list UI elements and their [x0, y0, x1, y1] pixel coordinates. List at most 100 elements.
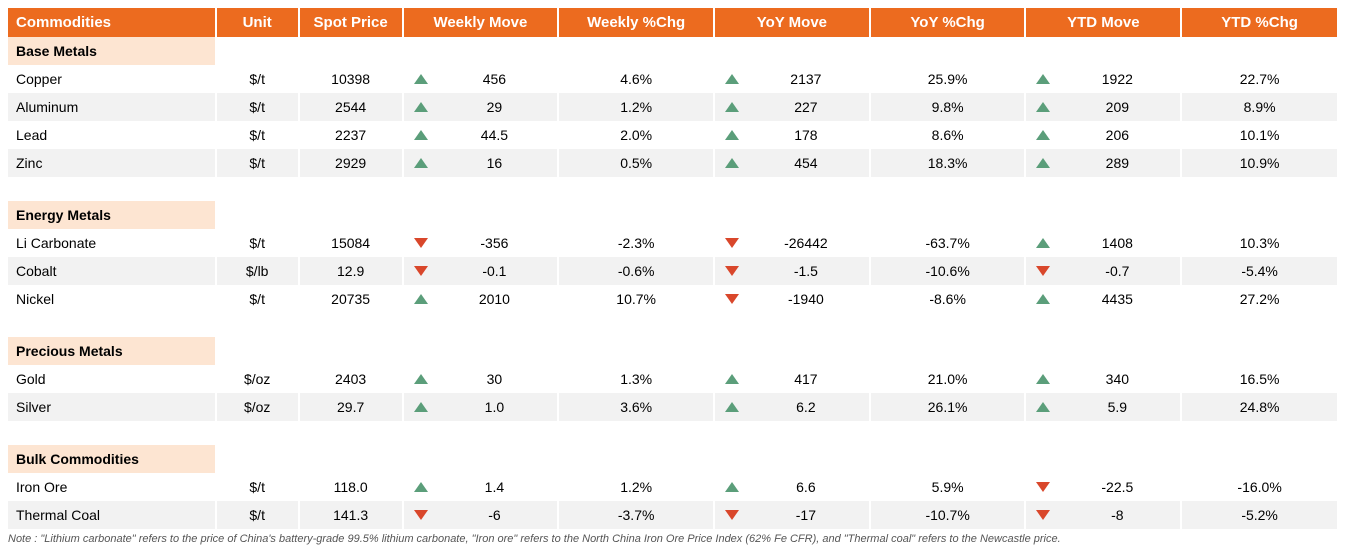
cell-yoy-chg: -10.7% [870, 501, 1026, 529]
up-triangle-icon [414, 482, 428, 492]
spacer-cell [8, 313, 1337, 337]
up-triangle-icon [1036, 402, 1050, 412]
cell-ytd-move: 1408 [1025, 229, 1181, 257]
cell-spot: 20735 [299, 285, 403, 313]
cell-name: Thermal Coal [8, 501, 216, 529]
cell-yoy-chg: -8.6% [870, 285, 1026, 313]
section-title: Precious Metals [8, 337, 216, 365]
section-blank [216, 201, 1337, 229]
cell-ytd-move: 5.9 [1025, 393, 1181, 421]
section-header: Energy Metals [8, 201, 1337, 229]
cell-spot: 12.9 [299, 257, 403, 285]
cell-unit: $/t [216, 285, 299, 313]
table-row: Thermal Coal$/t141.3-6-3.7%-17-10.7%-8-5… [8, 501, 1337, 529]
cell-weekly-move: 44.5 [403, 121, 559, 149]
cell-ytd-move: 209 [1025, 93, 1181, 121]
up-triangle-icon [725, 130, 739, 140]
table-row: Silver$/oz29.71.03.6%6.226.1%5.924.8% [8, 393, 1337, 421]
spacer-row [8, 421, 1337, 445]
header-commodities: Commodities [8, 8, 216, 37]
cell-name: Lead [8, 121, 216, 149]
cell-ytd-move: 4435 [1025, 285, 1181, 313]
table-body: Base MetalsCopper$/t103984564.6%213725.9… [8, 37, 1337, 529]
cell-yoy-chg: 21.0% [870, 365, 1026, 393]
header-yoy-move: YoY Move [714, 8, 870, 37]
cell-yoy-chg: 25.9% [870, 65, 1026, 93]
cell-weekly-chg: -2.3% [558, 229, 714, 257]
cell-unit: $/t [216, 65, 299, 93]
table-row: Cobalt$/lb12.9-0.1-0.6%-1.5-10.6%-0.7-5.… [8, 257, 1337, 285]
spacer-cell [8, 421, 1337, 445]
header-yoy-chg: YoY %Chg [870, 8, 1026, 37]
down-triangle-icon [725, 510, 739, 520]
section-blank [216, 445, 1337, 473]
cell-spot: 2544 [299, 93, 403, 121]
cell-weekly-move: 2010 [403, 285, 559, 313]
cell-name: Silver [8, 393, 216, 421]
down-triangle-icon [725, 266, 739, 276]
table-row: Gold$/oz2403301.3%41721.0%34016.5% [8, 365, 1337, 393]
up-triangle-icon [725, 74, 739, 84]
cell-name: Iron Ore [8, 473, 216, 501]
cell-yoy-move: -26442 [714, 229, 870, 257]
table-row: Copper$/t103984564.6%213725.9%192222.7% [8, 65, 1337, 93]
section-blank [216, 337, 1337, 365]
cell-weekly-chg: 1.2% [558, 473, 714, 501]
up-triangle-icon [414, 130, 428, 140]
up-triangle-icon [414, 374, 428, 384]
cell-ytd-chg: 10.9% [1181, 149, 1337, 177]
cell-weekly-move: 1.4 [403, 473, 559, 501]
cell-unit: $/t [216, 149, 299, 177]
down-triangle-icon [1036, 510, 1050, 520]
cell-weekly-move: 16 [403, 149, 559, 177]
spacer-row [8, 313, 1337, 337]
cell-unit: $/t [216, 93, 299, 121]
cell-ytd-chg: -16.0% [1181, 473, 1337, 501]
section-title: Bulk Commodities [8, 445, 216, 473]
table-row: Nickel$/t20735201010.7%-1940-8.6%443527.… [8, 285, 1337, 313]
cell-weekly-move: -356 [403, 229, 559, 257]
cell-spot: 15084 [299, 229, 403, 257]
header-row: Commodities Unit Spot Price Weekly Move … [8, 8, 1337, 37]
cell-ytd-chg: -5.4% [1181, 257, 1337, 285]
down-triangle-icon [725, 294, 739, 304]
up-triangle-icon [725, 402, 739, 412]
cell-yoy-chg: 8.6% [870, 121, 1026, 149]
cell-yoy-move: 454 [714, 149, 870, 177]
cell-yoy-move: -17 [714, 501, 870, 529]
down-triangle-icon [414, 238, 428, 248]
cell-weekly-move: -0.1 [403, 257, 559, 285]
cell-yoy-move: -1940 [714, 285, 870, 313]
cell-name: Gold [8, 365, 216, 393]
cell-weekly-move: 1.0 [403, 393, 559, 421]
cell-yoy-move: 6.6 [714, 473, 870, 501]
cell-ytd-move: 206 [1025, 121, 1181, 149]
cell-unit: $/t [216, 501, 299, 529]
cell-ytd-chg: 16.5% [1181, 365, 1337, 393]
spacer-row [8, 177, 1337, 201]
cell-spot: 118.0 [299, 473, 403, 501]
cell-unit: $/t [216, 473, 299, 501]
table-row: Lead$/t223744.52.0%1788.6%20610.1% [8, 121, 1337, 149]
cell-name: Copper [8, 65, 216, 93]
cell-unit: $/oz [216, 365, 299, 393]
cell-weekly-move: 456 [403, 65, 559, 93]
cell-yoy-chg: 9.8% [870, 93, 1026, 121]
up-triangle-icon [725, 102, 739, 112]
up-triangle-icon [1036, 294, 1050, 304]
cell-yoy-chg: -63.7% [870, 229, 1026, 257]
cell-yoy-move: 2137 [714, 65, 870, 93]
cell-spot: 2237 [299, 121, 403, 149]
cell-weekly-chg: 0.5% [558, 149, 714, 177]
cell-yoy-move: 6.2 [714, 393, 870, 421]
cell-name: Nickel [8, 285, 216, 313]
cell-yoy-chg: 5.9% [870, 473, 1026, 501]
up-triangle-icon [725, 158, 739, 168]
up-triangle-icon [414, 402, 428, 412]
section-header: Bulk Commodities [8, 445, 1337, 473]
commodities-table: Commodities Unit Spot Price Weekly Move … [8, 8, 1337, 529]
section-header: Base Metals [8, 37, 1337, 65]
cell-spot: 29.7 [299, 393, 403, 421]
cell-weekly-chg: 3.6% [558, 393, 714, 421]
up-triangle-icon [1036, 74, 1050, 84]
